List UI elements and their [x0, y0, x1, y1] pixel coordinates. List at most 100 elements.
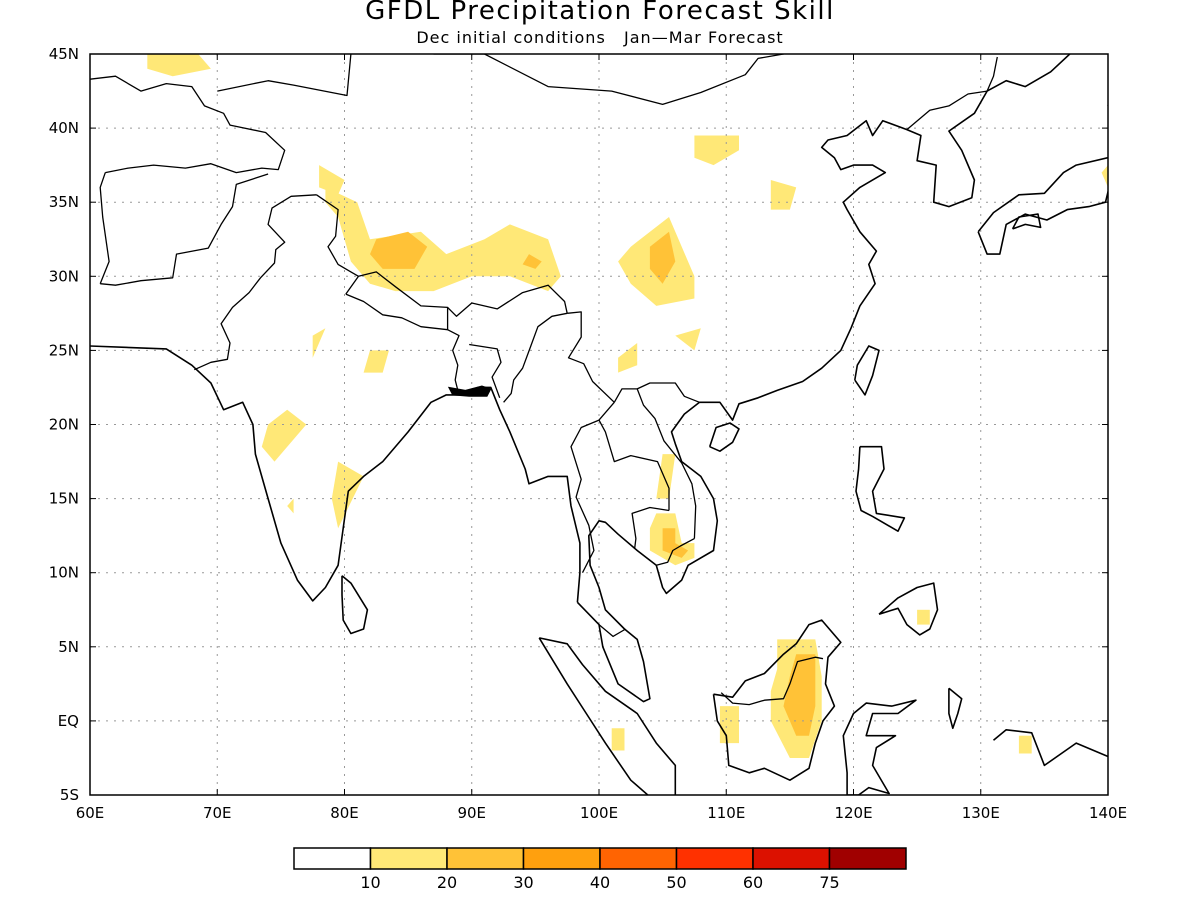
skill-region-india-central — [363, 350, 389, 373]
coastline-borneo — [712, 619, 842, 782]
skill-region-new-guinea-west — [1018, 735, 1032, 754]
coastline-india-coast — [90, 345, 581, 603]
skill-region-tibet-west-core — [370, 231, 428, 269]
colorbar-swatch — [828, 847, 907, 870]
border-myanmar-china — [567, 311, 615, 403]
chart-title: GFDL Precipitation Forecast Skill — [365, 0, 835, 26]
colorbar-swatch — [522, 847, 601, 870]
coastline-malay-gulf — [576, 54, 1071, 703]
colorbar-swatch — [752, 847, 831, 870]
border-india-bangladesh — [447, 329, 460, 396]
border-thai-laos — [598, 419, 670, 511]
border-bangladesh-east — [469, 343, 502, 399]
skill-region-sichuan-core — [649, 231, 676, 284]
skill-region-india-west-coast — [261, 409, 307, 462]
colorbar-label: 40 — [590, 873, 610, 892]
border-iran-afghan — [99, 172, 110, 284]
border-laos-china — [613, 382, 700, 403]
lat-tick-label: 5N — [58, 638, 79, 656]
colorbar-label: 10 — [360, 873, 380, 892]
colorbar-label: 75 — [819, 873, 839, 892]
lon-tick-label: 90E — [457, 804, 486, 822]
colorbar: 10 20 30 40 50 60 75 — [293, 847, 907, 892]
colorbar-swatch — [369, 847, 448, 870]
coastline-sumatra — [538, 637, 677, 795]
skill-shading-layer — [147, 54, 1108, 758]
colorbar-label: 50 — [666, 873, 686, 892]
lat-tick-label: 30N — [49, 267, 79, 285]
skill-region-indochina-strip — [656, 454, 676, 499]
skill-region-tibet-ridge-core — [522, 254, 542, 269]
skill-region-india-small — [287, 498, 294, 514]
skill-region-guizhou-patch — [675, 328, 701, 351]
lat-tick-label: 40N — [49, 119, 79, 137]
lat-tick-label: 45N — [49, 45, 79, 63]
coastline-mindanao — [878, 582, 939, 636]
lon-tick-label: 140E — [1089, 804, 1127, 822]
lon-tick-label: 100E — [580, 804, 618, 822]
lat-tick-label: EQ — [58, 712, 79, 730]
axis-ticks: 60E 70E 80E 90E 100E 110E 120E 130E 140E 45N 40N 35… — [49, 45, 1127, 822]
skill-region-sumatra-south — [611, 728, 625, 751]
border-pakistan-afghan — [100, 173, 269, 286]
border-india-pakistan — [194, 194, 317, 371]
skill-region-borneo-west — [719, 706, 739, 744]
lon-tick-label: 60E — [76, 804, 105, 822]
skill-region-yunnan-patch — [618, 343, 638, 373]
border-thai-malaysia — [598, 624, 627, 638]
coastline-luzon — [855, 445, 906, 533]
border-cambodia-vietnam — [656, 538, 695, 566]
border-china-mongolia — [433, 54, 786, 106]
border-cambodia-thai — [631, 506, 670, 550]
lat-tick-label: 35N — [49, 193, 79, 211]
border-borneo-border — [720, 656, 824, 706]
coastline-shikoku — [1011, 213, 1042, 230]
coastline-sri-lanka — [341, 575, 369, 635]
colorbar-swatch — [446, 847, 525, 870]
lon-tick-label: 80E — [330, 804, 359, 822]
border-china-korea — [906, 90, 988, 131]
skill-region-mindanao-patch — [917, 609, 930, 625]
coastline-halmahera — [948, 687, 963, 730]
skill-region-cambodia-core — [662, 528, 689, 558]
coastline-japan-kyushu-honshu — [977, 156, 1108, 255]
border-bhutan-arunachal — [447, 284, 568, 317]
coastline-hokkaido — [1107, 102, 1108, 106]
lon-tick-label: 130E — [962, 804, 1000, 822]
lat-tick-label: 15N — [49, 490, 79, 508]
colorbar-label: 20 — [437, 873, 457, 892]
lat-tick-label: 10N — [49, 564, 79, 582]
coastline-hainan — [708, 422, 740, 453]
colorbar-swatch — [599, 847, 678, 870]
skill-region-qinghai-north — [694, 135, 739, 166]
border-india-china — [316, 194, 359, 277]
coastline-new-guinea — [992, 728, 1108, 767]
border-kazakh-china — [217, 54, 352, 97]
chart-subtitle: Dec initial conditions Jan—Mar Forecast — [416, 28, 784, 47]
colorbar-label: 60 — [743, 873, 763, 892]
border-central-asia — [90, 75, 286, 174]
colorbar-swatch — [293, 847, 372, 870]
border-china-russia-east — [986, 56, 998, 92]
lon-tick-label: 120E — [834, 804, 872, 822]
colorbar-label: 30 — [513, 873, 533, 892]
lat-tick-label: 5S — [60, 786, 79, 804]
border-laos-vietnam — [636, 388, 697, 539]
coastline-taiwan — [854, 345, 880, 396]
lon-tick-label: 110E — [707, 804, 745, 822]
border-myanmar-india — [503, 312, 568, 403]
skill-region-tibet-north-patch — [319, 165, 345, 195]
lat-tick-label: 20N — [49, 416, 79, 434]
skill-region-gansu-patch — [770, 180, 797, 210]
skill-region-far-northwest — [147, 54, 211, 77]
coastline-sulawesi — [842, 699, 917, 795]
skill-region-korea-east-patch — [1101, 165, 1108, 188]
lat-tick-label: 25N — [49, 341, 79, 359]
skill-region-borneo-core — [783, 654, 816, 736]
coastlines-and-borders — [90, 54, 1108, 795]
colorbar-swatch — [675, 847, 754, 870]
lon-tick-label: 70E — [203, 804, 232, 822]
graticule — [90, 54, 1108, 795]
border-thai-myanmar — [570, 401, 615, 573]
